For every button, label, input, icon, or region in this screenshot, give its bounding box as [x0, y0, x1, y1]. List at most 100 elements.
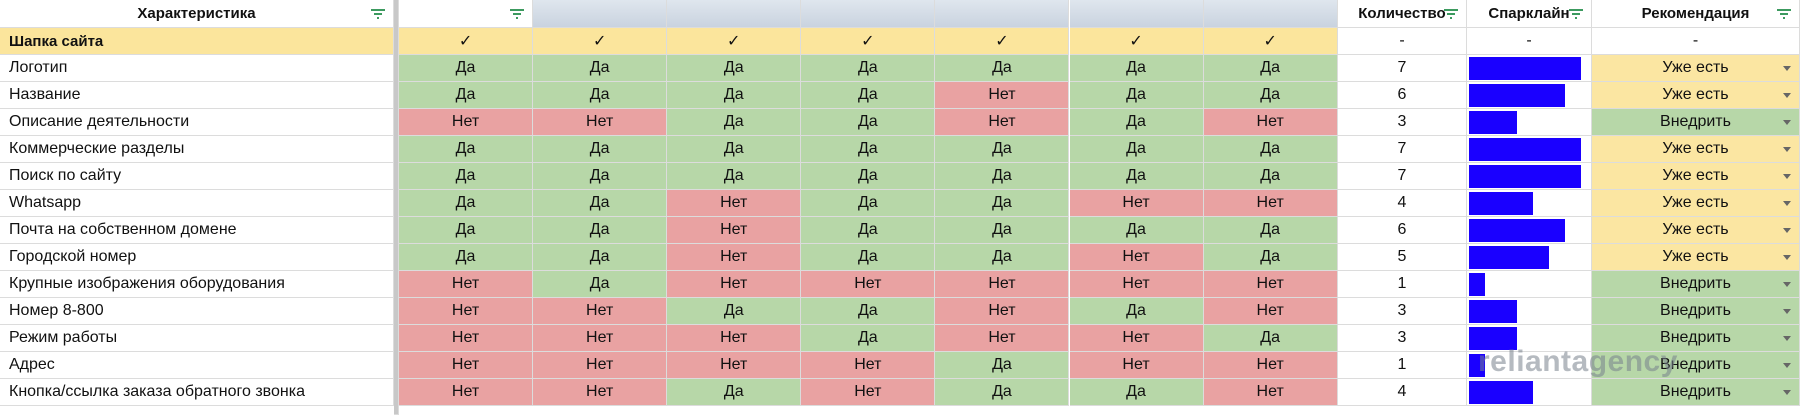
status-cell: Нет	[533, 325, 668, 352]
status-cell: Да	[399, 163, 534, 190]
status-cell: Нет	[801, 379, 936, 406]
sparkline-bar	[1469, 57, 1581, 80]
filter-icon[interactable]	[1777, 9, 1791, 19]
status-cell: Да	[935, 190, 1070, 217]
recommendation-dropdown[interactable]: Уже есть	[1592, 217, 1800, 244]
sparkline-bar	[1469, 84, 1565, 107]
recommendation-dropdown[interactable]: Уже есть	[1592, 55, 1800, 82]
status-cell: Да	[533, 271, 668, 298]
status-cell: Нет	[533, 352, 668, 379]
count: 3	[1338, 109, 1467, 136]
sparkline	[1467, 271, 1592, 298]
filter-icon[interactable]	[510, 9, 525, 19]
dropdown-arrow[interactable]	[1783, 201, 1791, 206]
row-label: Название	[0, 82, 394, 109]
hidden-column-header	[399, 0, 534, 28]
row-label: Логотип	[0, 55, 394, 82]
recommendation-dropdown[interactable]: Внедрить	[1592, 298, 1800, 325]
recommendation-dropdown[interactable]: Внедрить	[1592, 325, 1800, 352]
dropdown-arrow[interactable]	[1783, 174, 1791, 179]
filter-icon[interactable]	[1444, 9, 1458, 19]
status-cell: Нет	[533, 379, 668, 406]
status-cell: Нет	[667, 271, 802, 298]
count: 3	[1338, 298, 1467, 325]
column-header[interactable]: Спарклайн	[1467, 0, 1592, 28]
dropdown-arrow[interactable]	[1783, 228, 1791, 233]
status-cell: Да	[1203, 163, 1338, 190]
dropdown-arrow[interactable]	[1783, 93, 1791, 98]
recommendation-dropdown[interactable]: Уже есть	[1592, 82, 1800, 109]
status-cell: Да	[935, 55, 1070, 82]
status-cell: Да	[935, 163, 1070, 190]
status-cell: Да	[1069, 55, 1204, 82]
dropdown-arrow[interactable]	[1783, 282, 1791, 287]
dropdown-arrow[interactable]	[1783, 255, 1791, 260]
status-cell: Нет	[1203, 298, 1338, 325]
status-cell: Да	[801, 82, 936, 109]
status-cell: Да	[1203, 55, 1338, 82]
recommendation-dropdown[interactable]: Уже есть	[1592, 163, 1800, 190]
status-cell: Да	[801, 244, 936, 271]
sparkline	[1467, 325, 1592, 352]
status-cell: Да	[533, 244, 668, 271]
status-cell: Да	[801, 325, 936, 352]
status-cell: Нет	[399, 352, 534, 379]
dropdown-arrow[interactable]	[1783, 147, 1791, 152]
status-cell: Да	[935, 379, 1070, 406]
recommendation-dropdown[interactable]: Внедрить	[1592, 352, 1800, 379]
status-cell: Нет	[1069, 352, 1204, 379]
filter-icon[interactable]	[371, 9, 385, 19]
recommendation-dropdown[interactable]: Уже есть	[1592, 136, 1800, 163]
hidden-column-header	[935, 0, 1070, 28]
status-cell: Нет	[801, 271, 936, 298]
recommendation-dropdown[interactable]: Внедрить	[1592, 109, 1800, 136]
status-cell: Нет	[1069, 271, 1204, 298]
section-mark: ✓	[533, 28, 668, 55]
sparkline	[1467, 55, 1592, 82]
column-header[interactable]: Характеристика	[0, 0, 394, 28]
status-cell: Нет	[935, 271, 1070, 298]
status-cell: Да	[399, 217, 534, 244]
section-recommendation: -	[1592, 28, 1800, 55]
status-cell: Да	[801, 136, 936, 163]
status-cell: Да	[1203, 136, 1338, 163]
dropdown-arrow[interactable]	[1783, 309, 1791, 314]
column-header[interactable]: Количество	[1338, 0, 1467, 28]
count: 7	[1338, 55, 1467, 82]
sparkline	[1467, 190, 1592, 217]
status-cell: Да	[801, 55, 936, 82]
recommendation-dropdown[interactable]: Внедрить	[1592, 271, 1800, 298]
status-cell: Да	[667, 109, 802, 136]
dropdown-arrow[interactable]	[1783, 390, 1791, 395]
status-cell: Нет	[399, 379, 534, 406]
status-cell: Нет	[667, 352, 802, 379]
count: 4	[1338, 190, 1467, 217]
column-header[interactable]: Рекомендация	[1592, 0, 1800, 28]
dropdown-arrow[interactable]	[1783, 363, 1791, 368]
status-cell: Нет	[1203, 109, 1338, 136]
status-cell: Да	[1069, 163, 1204, 190]
dropdown-arrow[interactable]	[1783, 336, 1791, 341]
recommendation-dropdown[interactable]: Уже есть	[1592, 190, 1800, 217]
row-label: Городской номер	[0, 244, 394, 271]
sparkline-bar	[1469, 138, 1581, 161]
row-label: Кнопка/ссылка заказа обратного звонка	[0, 379, 394, 406]
status-cell: Да	[399, 136, 534, 163]
recommendation-dropdown[interactable]: Внедрить	[1592, 379, 1800, 406]
dropdown-arrow[interactable]	[1783, 66, 1791, 71]
status-cell: Да	[935, 136, 1070, 163]
status-cell: Да	[533, 217, 668, 244]
recommendation-dropdown[interactable]: Уже есть	[1592, 244, 1800, 271]
status-cell: Нет	[667, 325, 802, 352]
status-cell: Да	[1203, 244, 1338, 271]
count: 5	[1338, 244, 1467, 271]
status-cell: Нет	[399, 271, 534, 298]
dropdown-arrow[interactable]	[1783, 120, 1791, 125]
count: 7	[1338, 136, 1467, 163]
row-label: Описание деятельности	[0, 109, 394, 136]
status-cell: Нет	[1069, 190, 1204, 217]
sparkline	[1467, 136, 1592, 163]
row-label: Whatsapp	[0, 190, 394, 217]
filter-icon[interactable]	[1569, 9, 1583, 19]
